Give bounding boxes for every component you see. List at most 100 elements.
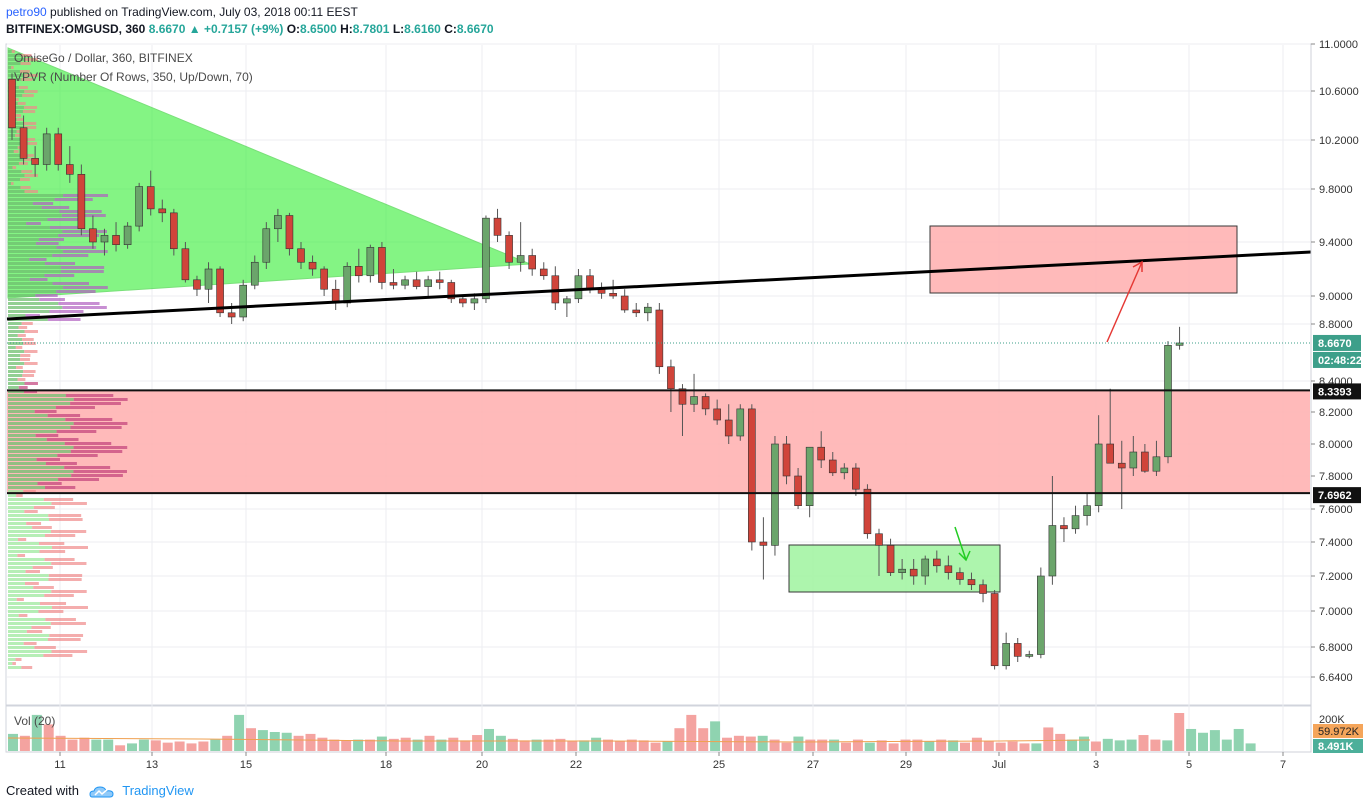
profile-down-bar bbox=[65, 418, 113, 421]
profile-up-bar bbox=[8, 358, 21, 361]
last-price-label-bg bbox=[1313, 334, 1361, 351]
profile-up-bar bbox=[8, 162, 19, 165]
x-tick-label: 5 bbox=[1186, 759, 1192, 771]
tradingview-link[interactable]: TradingView bbox=[122, 783, 194, 798]
profile-down-bar bbox=[32, 526, 52, 529]
profile-down-bar bbox=[48, 574, 83, 577]
profile-up-bar bbox=[8, 622, 51, 625]
candle-body bbox=[748, 408, 756, 543]
volume-bar bbox=[1055, 733, 1066, 751]
profile-up-bar bbox=[8, 302, 59, 305]
profile-up-bar bbox=[8, 186, 21, 189]
profile-up-bar bbox=[8, 330, 25, 333]
y-tick-label: 8.8000 bbox=[1319, 319, 1353, 331]
candle-body bbox=[586, 275, 594, 290]
author-link[interactable]: petro90 bbox=[6, 5, 47, 19]
profile-down-bar bbox=[49, 226, 85, 229]
profile-down-bar bbox=[12, 662, 16, 665]
volume-bar bbox=[436, 739, 447, 751]
profile-up-bar bbox=[8, 354, 21, 357]
x-tick-label: 27 bbox=[807, 759, 819, 771]
profile-down-bar bbox=[23, 142, 38, 145]
volume-bar bbox=[1090, 741, 1101, 751]
tradingview-cloud-icon bbox=[89, 786, 114, 798]
volume-bar bbox=[1138, 735, 1149, 751]
profile-down-bar bbox=[22, 154, 34, 157]
volume-axis-label: 200K bbox=[1319, 714, 1345, 726]
candle-body bbox=[898, 568, 906, 573]
profile-down-bar bbox=[45, 462, 77, 465]
volume-bar bbox=[971, 737, 982, 751]
volume-bar bbox=[995, 742, 1006, 751]
last-price-label: 8.6670 bbox=[1318, 338, 1352, 350]
time-axis[interactable]: 11 13 15 18 20 22 25 27 29 Jul 3 5 7 bbox=[6, 751, 1311, 771]
profile-down-bar bbox=[65, 394, 114, 397]
profile-up-bar bbox=[8, 290, 57, 293]
candle-body bbox=[170, 212, 178, 250]
profile-up-bar bbox=[8, 522, 27, 525]
profile-up-bar bbox=[8, 270, 61, 273]
candle-body bbox=[42, 133, 51, 165]
profile-down-bar bbox=[21, 666, 33, 669]
volume-bar bbox=[638, 740, 649, 751]
profile-up-bar bbox=[8, 578, 49, 581]
candle-body bbox=[447, 282, 456, 300]
profile-up-bar bbox=[8, 282, 53, 285]
price-axis[interactable]: 11.0000 10.6000 10.2000 9.8000 9.4000 9.0000 8… bbox=[1310, 39, 1363, 753]
profile-down-bar bbox=[62, 286, 108, 289]
profile-up-bar bbox=[8, 654, 44, 657]
profile-up-bar bbox=[8, 230, 63, 233]
profile-up-bar bbox=[8, 298, 40, 301]
candle-body bbox=[412, 279, 421, 287]
profile-down-bar bbox=[71, 474, 123, 477]
profile-down-bar bbox=[24, 582, 39, 585]
profile-down-bar bbox=[31, 626, 51, 629]
volume-bar bbox=[745, 736, 756, 751]
volume-bar bbox=[579, 740, 590, 751]
profile-down-bar bbox=[35, 242, 59, 245]
profile-down-bar bbox=[35, 294, 58, 297]
profile-down-bar bbox=[20, 62, 31, 65]
profile-up-bar bbox=[8, 54, 21, 57]
profile-up-bar bbox=[8, 470, 74, 473]
low-value: 8.6160 bbox=[404, 22, 441, 36]
candle-body bbox=[435, 279, 444, 283]
volume-bar bbox=[79, 737, 90, 751]
profile-down-bar bbox=[18, 86, 28, 89]
profile-down-bar bbox=[24, 350, 38, 353]
profile-down-bar bbox=[24, 362, 38, 365]
symbol-title: OmiseGo / Dollar, 360, BITFINEX bbox=[14, 51, 193, 65]
profile-down-bar bbox=[16, 598, 24, 601]
profile-down-bar bbox=[25, 570, 40, 573]
profile-up-bar bbox=[8, 618, 46, 621]
candle-body bbox=[690, 396, 698, 405]
profile-up-bar bbox=[8, 486, 46, 489]
volume-bar bbox=[376, 736, 387, 751]
profile-down-bar bbox=[26, 522, 42, 525]
volume-bar bbox=[1174, 713, 1185, 751]
volume-bar bbox=[829, 739, 840, 751]
volume-bar bbox=[448, 737, 459, 751]
volume-bar bbox=[317, 737, 328, 751]
y-tick-label: 7.4000 bbox=[1319, 537, 1353, 549]
profile-down-bar bbox=[48, 578, 82, 581]
profile-up-bar bbox=[8, 466, 65, 469]
candle-body bbox=[817, 446, 826, 461]
candle-body bbox=[1164, 345, 1172, 458]
profile-down-bar bbox=[73, 422, 128, 425]
profile-up-bar bbox=[8, 178, 20, 181]
candle-body bbox=[470, 298, 479, 304]
candle-body bbox=[308, 261, 317, 270]
candle-body bbox=[285, 215, 294, 250]
volume-bar bbox=[674, 728, 685, 751]
profile-up-bar bbox=[8, 666, 22, 669]
profile-down-bar bbox=[12, 166, 17, 169]
volume-bar bbox=[1209, 730, 1220, 751]
candle-body bbox=[979, 584, 987, 594]
profile-up-bar bbox=[8, 598, 17, 601]
volume-bar bbox=[31, 714, 42, 751]
volume-bar bbox=[1198, 732, 1208, 751]
symbol-label: BITFINEX:OMGUSD, 360 bbox=[6, 22, 146, 36]
drawing-lines bbox=[6, 250, 1312, 562]
